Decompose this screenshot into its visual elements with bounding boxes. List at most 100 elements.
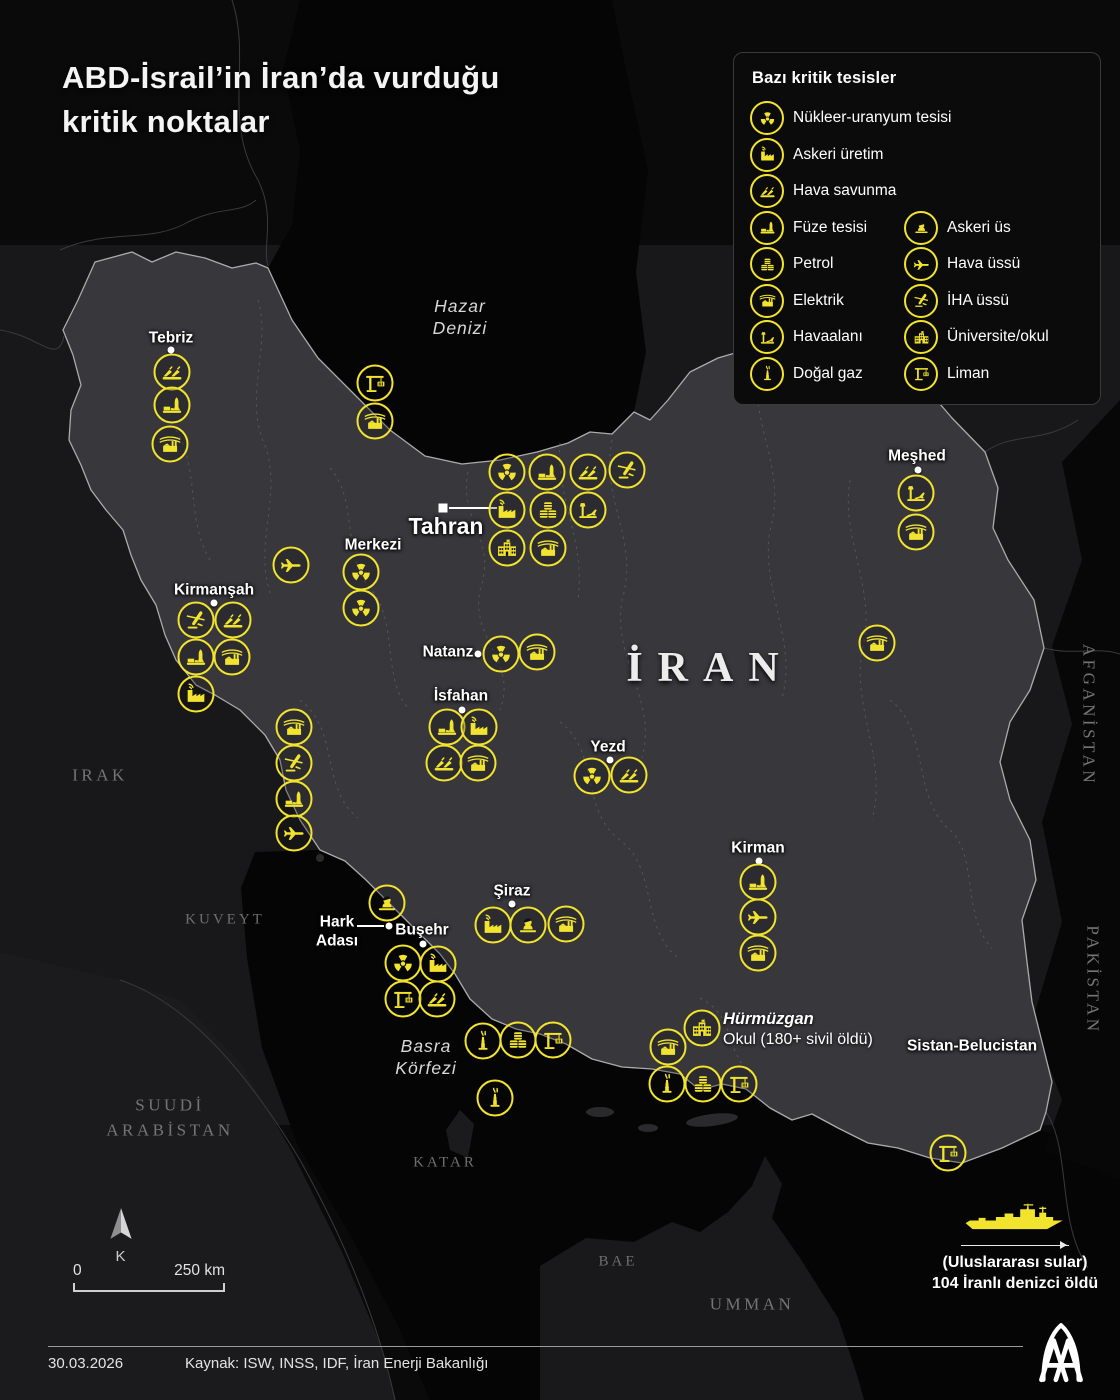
air-base-icon (746, 905, 771, 930)
legend-item-label: Elektrik (793, 291, 844, 309)
legend-item-missile: Füze tesisi (750, 210, 904, 245)
nuclear-icon (750, 101, 784, 136)
marker-missile (153, 386, 191, 424)
port-icon (363, 371, 388, 396)
oil-icon (691, 1072, 716, 1097)
marker-uav-base (275, 744, 313, 782)
legend-item-airport: Havaalanı (750, 320, 904, 355)
military-production-icon (750, 137, 784, 172)
airport-icon (750, 320, 784, 355)
region-label-basra: Basra Körfezi (395, 1036, 457, 1078)
legend-item-military-base: Askeri üs (904, 210, 1086, 245)
natural-gas-icon (471, 1029, 496, 1054)
airport-icon (758, 328, 777, 347)
military-production-icon (426, 952, 451, 977)
marker-university (683, 1009, 721, 1047)
air-base-icon (279, 553, 304, 578)
city-label-merkezi: Merkezi (344, 536, 402, 554)
air-defense-icon (758, 182, 777, 201)
marker-air-base (272, 546, 310, 584)
footer-source: Kaynak: ISW, INSS, IDF, İran Enerji Baka… (185, 1355, 489, 1372)
legend-item-oil: Petrol (750, 247, 904, 282)
military-base-icon (375, 891, 400, 916)
marker-missile (739, 863, 777, 901)
marker-air-defense (425, 744, 463, 782)
missile-icon (535, 460, 560, 485)
marker-nuclear (384, 944, 422, 982)
hurmuzgan-title: Hürmüzgan (723, 1010, 814, 1028)
city-label-i̇sfahan: İsfahan (433, 687, 489, 705)
marker-electric (897, 513, 935, 551)
electric-icon (746, 941, 771, 966)
marker-oil (499, 1021, 537, 1059)
natural-gas-icon (483, 1086, 508, 1111)
north-arrow: K (104, 1206, 138, 1265)
nuclear-icon (489, 642, 514, 667)
city-dot-yezd (606, 756, 614, 764)
electric-icon (158, 432, 183, 457)
marker-port (720, 1065, 758, 1103)
city-dot-buşehr (419, 940, 427, 948)
ship-note-line2: 104 İranlı denizci öldü (931, 1275, 1099, 1292)
electric-icon (554, 912, 579, 937)
oil-icon (506, 1028, 531, 1053)
marker-air-defense (569, 453, 607, 491)
city-dot-kirmanşah (210, 599, 218, 607)
electric-icon (865, 631, 890, 656)
legend-item-label: Hava savunma (793, 182, 897, 200)
marker-oil (529, 491, 567, 529)
marker-electric (459, 744, 497, 782)
natural-gas-icon (750, 356, 784, 391)
port-icon (541, 1028, 566, 1053)
airport-icon (576, 498, 601, 523)
scale-distance: 250 km (174, 1262, 225, 1279)
air-defense-icon (160, 360, 185, 385)
marker-natural-gas (464, 1022, 502, 1060)
city-label-buşehr: Buşehr (395, 921, 449, 939)
marker-air-base (739, 898, 777, 936)
ship-callout: (Uluslararası sular) 104 İranlı denizci … (930, 1198, 1100, 1293)
city-label-tahran: Tahran (408, 513, 484, 540)
legend-item-natural-gas: Doğal gaz (750, 356, 904, 391)
oil-icon (758, 255, 777, 274)
uav-base-icon (912, 291, 931, 310)
marker-port (534, 1021, 572, 1059)
marker-missile (275, 780, 313, 818)
ship-note-line1: (Uluslararası sular) (942, 1254, 1088, 1271)
nuclear-icon (758, 109, 777, 128)
legend-item-air-defense: Hava savunma (750, 174, 1086, 209)
scale-bar-line (73, 1283, 225, 1292)
north-label: K (115, 1248, 127, 1265)
tahran-square-marker (438, 503, 448, 513)
marker-air-defense (214, 601, 252, 639)
natural-gas-icon (655, 1072, 680, 1097)
electric-icon (282, 715, 307, 740)
oil-icon (750, 247, 784, 282)
city-dot-meşhed (914, 466, 922, 474)
legend-item-label: Nükleer-uranyum tesisi (793, 109, 952, 127)
legend-item-label: Füze tesisi (793, 218, 868, 236)
legend-item-label: İHA üssü (947, 291, 1010, 309)
missile-icon (750, 210, 784, 245)
legend-title: Bazı kritik tesisler (752, 69, 897, 87)
electric-icon (525, 640, 550, 665)
marker-electric (739, 934, 777, 972)
marker-airport (897, 474, 935, 512)
air-base-icon (904, 247, 938, 282)
missile-icon (160, 393, 185, 418)
military-base-icon (912, 218, 931, 237)
marker-missile (428, 708, 466, 746)
legend-item-air-base: Hava üssü (904, 247, 1086, 282)
missile-icon (184, 645, 209, 670)
region-label-afgani̇stan: AFGANİSTAN (1079, 643, 1099, 787)
electric-icon (758, 291, 777, 310)
city-dot-kirman (755, 857, 763, 865)
city-dot-şiraz (508, 900, 516, 908)
nuclear-icon (349, 596, 374, 621)
military-base-icon (904, 210, 938, 245)
direction-arrow (961, 1241, 1069, 1249)
marker-air-base (275, 814, 313, 852)
air-base-icon (282, 821, 307, 846)
city-label-hark-adasi: Hark Adası (315, 913, 359, 949)
region-label-katar: KATAR (413, 1154, 477, 1171)
